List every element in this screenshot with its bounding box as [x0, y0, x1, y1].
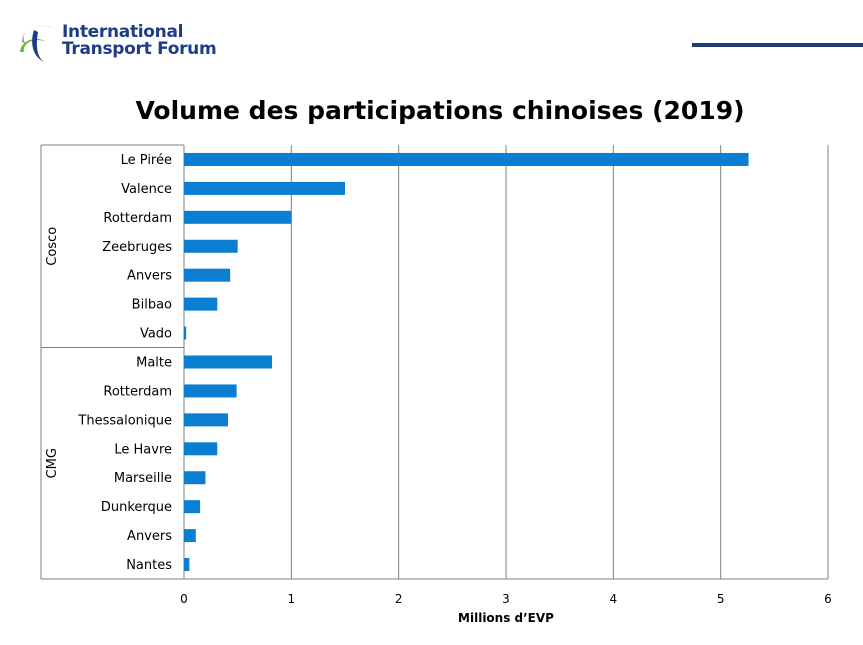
bar: [184, 500, 201, 514]
category-label: Vado: [140, 327, 172, 342]
category-label: Nantes: [126, 558, 172, 573]
category-label: Thessalonique: [77, 413, 172, 428]
x-tick-label: 6: [824, 592, 832, 606]
category-label: Anvers: [127, 269, 172, 284]
x-tick-label: 4: [610, 592, 618, 606]
bar: [184, 442, 218, 456]
chart-title: Volume des participations chinoises (201…: [135, 96, 745, 125]
group-label: CMG: [45, 448, 60, 478]
itf-logo-text: International Transport Forum: [62, 22, 217, 59]
bar: [184, 326, 187, 340]
bar: [184, 413, 229, 427]
category-label: Marseille: [114, 471, 172, 486]
header-accent-bar: [692, 43, 863, 47]
bar: [184, 210, 292, 224]
itf-logo-icon: [20, 25, 58, 62]
bar: [184, 355, 273, 369]
bar: [184, 239, 238, 253]
category-label: Zeebruges: [102, 240, 172, 255]
category-label: Anvers: [127, 529, 172, 544]
logo-line1: International: [62, 22, 184, 42]
bar: [184, 471, 206, 485]
x-tick-label: 5: [717, 592, 725, 606]
x-tick-label: 2: [395, 592, 403, 606]
logo-line2: Transport Forum: [62, 39, 217, 59]
x-tick-label: 1: [288, 592, 296, 606]
category-label: Dunkerque: [101, 500, 172, 515]
bar: [184, 384, 237, 398]
x-axis-label: Millions d’EVP: [458, 611, 554, 625]
group-label: Cosco: [45, 227, 60, 266]
bar: [184, 268, 231, 282]
category-label: Rotterdam: [103, 384, 172, 399]
x-tick-label: 3: [502, 592, 510, 606]
category-label: Le Pirée: [121, 153, 172, 168]
category-label: Bilbao: [132, 298, 172, 313]
category-label: Malte: [136, 356, 172, 371]
bar: [184, 558, 190, 572]
x-tick-label: 0: [180, 592, 188, 606]
category-label: Valence: [121, 182, 172, 197]
bar: [184, 152, 749, 166]
category-label: Le Havre: [114, 442, 172, 457]
bar: [184, 297, 218, 311]
category-label: Rotterdam: [103, 211, 172, 226]
bar: [184, 181, 345, 195]
bar: [184, 529, 196, 543]
